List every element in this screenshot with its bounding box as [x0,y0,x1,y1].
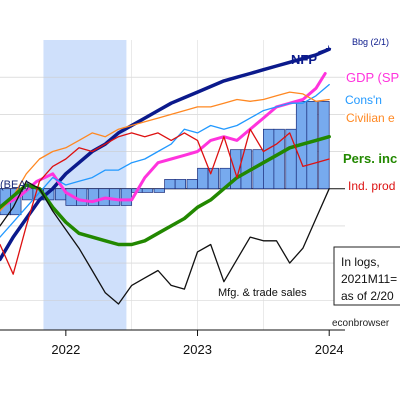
series-line-pers_inc [0,134,331,247]
gdp-bea-bar [153,188,165,193]
series-line-ind_prod [0,128,330,275]
gdp-bea-bar [273,128,285,190]
series-label-nfp-bbg: Bbg (2/1) [352,37,389,47]
note-box: In logs, 2021M11= as of 2/20 [333,246,400,306]
gdp-bea-bar [306,100,318,190]
x-axis: 2022 2023 2024 [0,329,345,357]
gdp-bea-bar [318,100,330,190]
series-label-pers_inc: Pers. inc [343,151,397,166]
gdp-bea-bar [174,179,187,190]
bea-label: (BEA) [0,179,29,191]
series-label-ind_prod: Ind. prod [348,179,395,193]
note-line-2: 2021M11= [341,272,397,286]
note-line-3: as of 2/20 [341,289,394,303]
note-box-frame [333,246,400,306]
gdp-bea-bar [108,188,121,206]
series-line-consn [0,83,330,238]
x-tick-label: 2023 [183,342,212,357]
series-label-gdp: GDP (SPG [346,70,400,85]
gdp-bea-bar [141,188,154,193]
gdp-bea-bar [76,188,88,206]
series-label-consn: Cons'n [345,93,382,107]
series-line-nfp-bbg [318,47,330,53]
gdp-bea-bar [285,128,297,190]
series-label-nfp: NFP [291,52,317,67]
source-label: econbrowser [332,318,390,329]
gdp-bea-bar [197,167,209,190]
series-line-mfg [0,180,330,305]
series-label-mfg: Mfg. & trade sales [218,287,307,299]
series-label-civilian: Civilian e [346,111,395,125]
note-line-1: In logs, [341,255,380,269]
x-tick-label: 2024 [315,342,344,357]
series-line-nfp [0,47,331,262]
x-tick-label: 2022 [51,342,80,357]
gdp-bea-bar [87,188,100,206]
series-labels: NFP Bbg (2/1) GDP (SPG Cons'n Civilian e Pers… [218,37,400,299]
bbg-marker: + [325,43,331,55]
gdp-bea-bar [164,179,176,190]
series-lines: + [0,43,332,305]
gdp-bea-bar [120,188,133,206]
series-line-civilian [0,91,330,212]
gdp-bea-bar [186,179,198,190]
